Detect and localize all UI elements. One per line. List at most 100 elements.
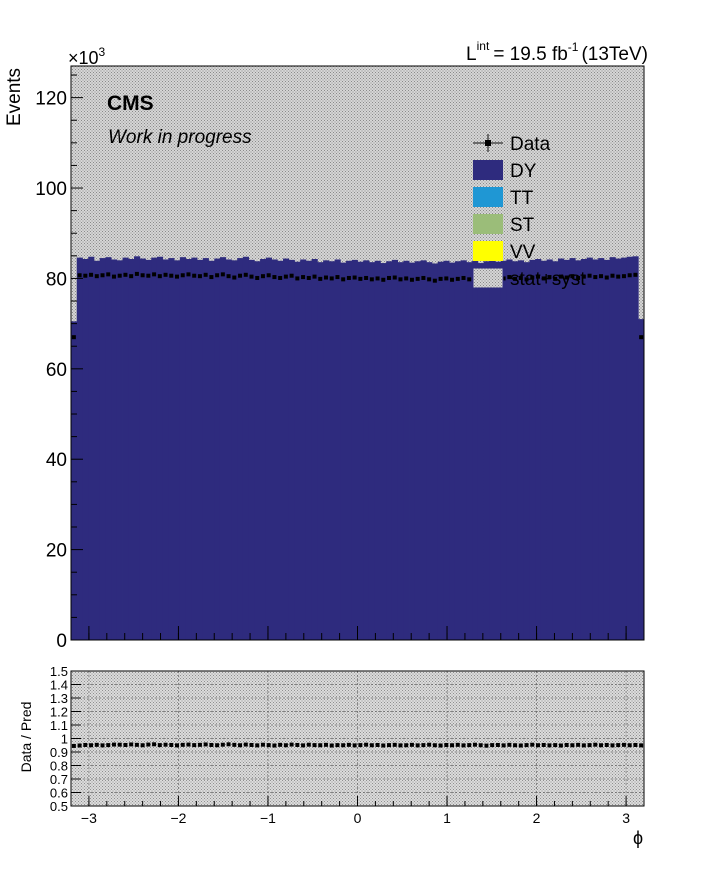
ratio-point — [215, 743, 220, 748]
dy-bar — [128, 258, 135, 640]
data-point — [301, 275, 306, 280]
legend-entry: DY — [473, 160, 537, 182]
dy-bar — [340, 262, 347, 640]
ratio-point — [639, 743, 644, 748]
dy-bar — [225, 259, 232, 640]
data-point — [215, 273, 220, 278]
ratio-points — [71, 742, 644, 748]
data-point — [146, 273, 151, 278]
ratio-y-tick-label: 0.5 — [50, 799, 68, 814]
ratio-y-tick-label: 1.5 — [50, 664, 68, 679]
data-point — [140, 273, 145, 278]
ratio-point — [175, 743, 180, 748]
x-tick-label: −2 — [170, 810, 186, 826]
dy-bar — [323, 260, 330, 640]
ratio-point — [369, 743, 374, 748]
data-point — [535, 274, 540, 279]
y-axis-title: Events — [4, 68, 25, 126]
dy-bar — [454, 261, 462, 640]
dy-bar — [254, 261, 261, 640]
dy-bar — [489, 259, 496, 640]
dy-bar — [242, 256, 250, 640]
data-point — [220, 272, 225, 277]
dy-bar — [197, 259, 204, 640]
ratio-point — [163, 742, 168, 747]
dy-bar — [88, 256, 95, 640]
ratio-point — [301, 743, 306, 748]
ratio-point — [278, 742, 283, 747]
dy-bar — [174, 260, 181, 640]
ratio-point — [432, 743, 437, 748]
data-point — [180, 273, 185, 278]
legend-label: DY — [510, 161, 537, 182]
dy-bar — [609, 257, 616, 640]
ratio-point — [77, 743, 82, 748]
ratio-point — [507, 742, 512, 747]
ratio-point — [358, 743, 363, 748]
data-point — [364, 275, 369, 280]
ratio-point — [129, 742, 134, 747]
dy-bar — [374, 260, 381, 640]
legend-marker — [485, 140, 491, 146]
ratio-point — [461, 743, 466, 748]
ratio-point — [157, 743, 162, 748]
dy-bar — [512, 261, 519, 640]
ratio-point — [169, 742, 174, 747]
y-tick-label: 0 — [56, 631, 67, 652]
dy-bar — [93, 260, 101, 640]
data-point — [278, 275, 283, 280]
data-point — [461, 275, 466, 280]
dy-bar — [351, 259, 358, 640]
data-point — [621, 274, 626, 279]
ratio-point — [375, 742, 380, 747]
data-point — [541, 276, 546, 281]
data-point — [272, 275, 277, 280]
data-point — [100, 273, 105, 278]
dy-bar — [420, 260, 427, 640]
dy-bar — [116, 260, 123, 640]
dy-bar — [139, 258, 146, 640]
data-point — [421, 275, 426, 280]
dy-bar — [168, 258, 175, 640]
x-tick-label: −3 — [81, 810, 97, 826]
y-tick-label: 80 — [46, 269, 67, 290]
ratio-point — [421, 743, 426, 748]
data-point — [77, 273, 82, 278]
ratio-point — [427, 742, 432, 747]
x-tick-label: 1 — [443, 810, 451, 826]
legend-label: TT — [510, 188, 534, 209]
dy-bar — [632, 256, 639, 640]
dy-bar — [558, 258, 565, 640]
dy-bar — [569, 258, 576, 640]
dy-bar — [626, 256, 633, 640]
dy-bar — [294, 261, 301, 640]
dy-bar — [156, 256, 164, 640]
ratio-point — [306, 742, 311, 747]
dy-bar — [134, 256, 141, 640]
ratio-point — [604, 742, 609, 747]
main-x-axis — [70, 626, 645, 640]
data-point — [450, 277, 455, 282]
ratio-point — [409, 742, 414, 747]
dy-bar — [162, 259, 169, 640]
x-tick-label: 3 — [622, 810, 630, 826]
dy-bar — [466, 262, 473, 640]
ratio-point — [220, 742, 225, 747]
data-point — [513, 276, 518, 281]
dy-bar — [472, 260, 479, 640]
dy-bar — [71, 321, 78, 640]
dy-bar — [386, 261, 393, 640]
ratio-y-tick-label: 1 — [61, 732, 68, 747]
y-scale-factor-base: ×10 — [68, 48, 99, 68]
ratio-point — [243, 742, 248, 747]
data-point — [169, 273, 174, 278]
ratio-y-tick-label: 1.4 — [50, 678, 68, 693]
y-tick-label: 120 — [35, 89, 67, 110]
data-point — [570, 274, 575, 279]
ratio-point — [249, 742, 254, 747]
data-point — [123, 272, 128, 277]
dy-bar — [460, 260, 467, 640]
data-point — [346, 275, 351, 280]
ratio-point — [564, 742, 569, 747]
data-point — [306, 275, 311, 280]
